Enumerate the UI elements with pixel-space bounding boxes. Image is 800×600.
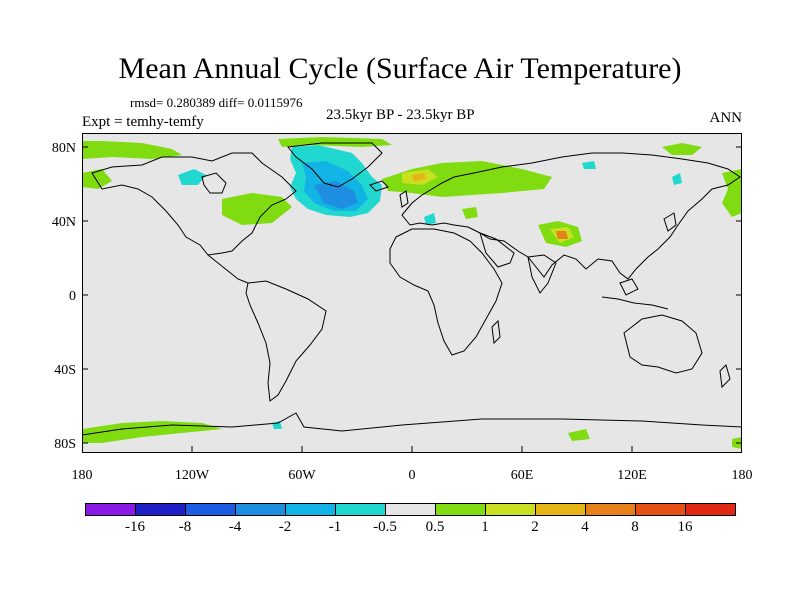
coast-south-america bbox=[245, 280, 327, 402]
lon-label-0: 0 bbox=[408, 468, 416, 483]
plot-title: Mean Annual Cycle (Surface Air Temperatu… bbox=[118, 52, 682, 85]
colorbar-label: 4 bbox=[581, 519, 589, 535]
anomaly-antarctic-east bbox=[568, 429, 590, 441]
coast-indonesia bbox=[601, 296, 669, 310]
colorbar-label: 8 bbox=[631, 519, 639, 535]
coast-iceland bbox=[369, 180, 389, 192]
lat-label-40n: 40N bbox=[51, 215, 76, 230]
coast-hudson-bay bbox=[201, 172, 227, 194]
lon-label-180e: 180 bbox=[731, 468, 753, 483]
anomaly-pacific-cyan bbox=[672, 173, 682, 185]
colorbar-label: -16 bbox=[125, 519, 145, 535]
anomaly-arctic-canada bbox=[82, 141, 182, 159]
anomaly-fields bbox=[82, 137, 742, 449]
colorbar-swatch bbox=[635, 503, 686, 516]
coast-central-america bbox=[207, 254, 249, 284]
coast-north-america bbox=[91, 152, 297, 256]
coast-new-zealand bbox=[719, 364, 731, 389]
coast-india bbox=[527, 254, 557, 294]
anomaly-north-america-east bbox=[222, 193, 292, 225]
world-map bbox=[82, 133, 742, 453]
anomaly-far-east bbox=[662, 143, 702, 155]
map-ticks bbox=[82, 146, 742, 452]
anomaly-north-atlantic-core bbox=[314, 181, 358, 209]
experiment-label: Expt = temhy-temfy bbox=[82, 114, 204, 130]
period-label: 23.5kyr BP - 23.5kyr BP bbox=[326, 107, 475, 123]
colorbar-swatch bbox=[85, 503, 136, 516]
coastlines bbox=[82, 142, 742, 436]
colorbar-label: -8 bbox=[178, 519, 192, 535]
anomaly-eurasia-warm bbox=[412, 173, 426, 181]
stats-label: rmsd= 0.280389 diff= 0.0115976 bbox=[130, 95, 303, 110]
colorbar-swatch bbox=[385, 503, 436, 516]
lat-label-80s: 80S bbox=[54, 437, 76, 452]
anomaly-north-america-west bbox=[82, 169, 112, 189]
colorbar-label: -2 bbox=[278, 519, 292, 535]
colorbar-swatch bbox=[435, 503, 486, 516]
map-frame bbox=[82, 133, 742, 453]
colorbar-swatch bbox=[585, 503, 636, 516]
anomaly-tibet-orange bbox=[556, 231, 568, 239]
colorbar-swatch bbox=[535, 503, 586, 516]
colorbar-swatch bbox=[285, 503, 336, 516]
colorbar bbox=[85, 503, 736, 516]
coast-britain bbox=[399, 190, 409, 208]
coast-eurasia bbox=[401, 152, 741, 280]
anomaly-hudson-cyan bbox=[178, 169, 206, 185]
lon-label-60w: 60W bbox=[288, 468, 316, 483]
anomaly-siberia-cyan bbox=[582, 161, 596, 169]
anomaly-mediterranean bbox=[424, 213, 436, 225]
colorbar-swatch bbox=[685, 503, 736, 516]
coast-japan bbox=[663, 212, 677, 232]
colorbar-label: 0.5 bbox=[425, 519, 445, 535]
lat-label-40s: 40S bbox=[54, 363, 76, 378]
colorbar-swatch bbox=[185, 503, 236, 516]
lon-label-60e: 60E bbox=[510, 468, 534, 483]
coast-africa bbox=[389, 228, 503, 356]
colorbar-label: 1 bbox=[481, 519, 489, 535]
colorbar-label: -4 bbox=[228, 519, 242, 535]
coast-madagascar bbox=[491, 319, 501, 345]
lon-label-120w: 120W bbox=[174, 468, 210, 483]
colorbar-swatch bbox=[485, 503, 536, 516]
colorbar-swatch bbox=[135, 503, 186, 516]
lat-label-0: 0 bbox=[69, 289, 76, 304]
lon-label-180w: 180 bbox=[71, 468, 93, 483]
anomaly-bering bbox=[722, 169, 742, 217]
anomaly-antarctic-west bbox=[82, 421, 222, 443]
colorbar-label: 16 bbox=[677, 519, 693, 535]
coast-australia bbox=[623, 314, 703, 374]
coast-arabia bbox=[479, 232, 515, 268]
season-label: ANN bbox=[709, 110, 743, 126]
colorbar-label: 2 bbox=[531, 519, 539, 535]
colorbar-swatch bbox=[235, 503, 286, 516]
colorbar-label: -1 bbox=[328, 519, 342, 535]
colorbar-label: -0.5 bbox=[373, 519, 397, 535]
lon-label-120e: 120E bbox=[617, 468, 647, 483]
anomaly-med-green bbox=[462, 207, 478, 219]
coast-greenland bbox=[287, 142, 383, 188]
coast-antarctica bbox=[82, 412, 742, 436]
colorbar-swatch bbox=[335, 503, 386, 516]
lat-label-80n: 80N bbox=[51, 141, 76, 156]
coast-borneo bbox=[619, 278, 639, 296]
